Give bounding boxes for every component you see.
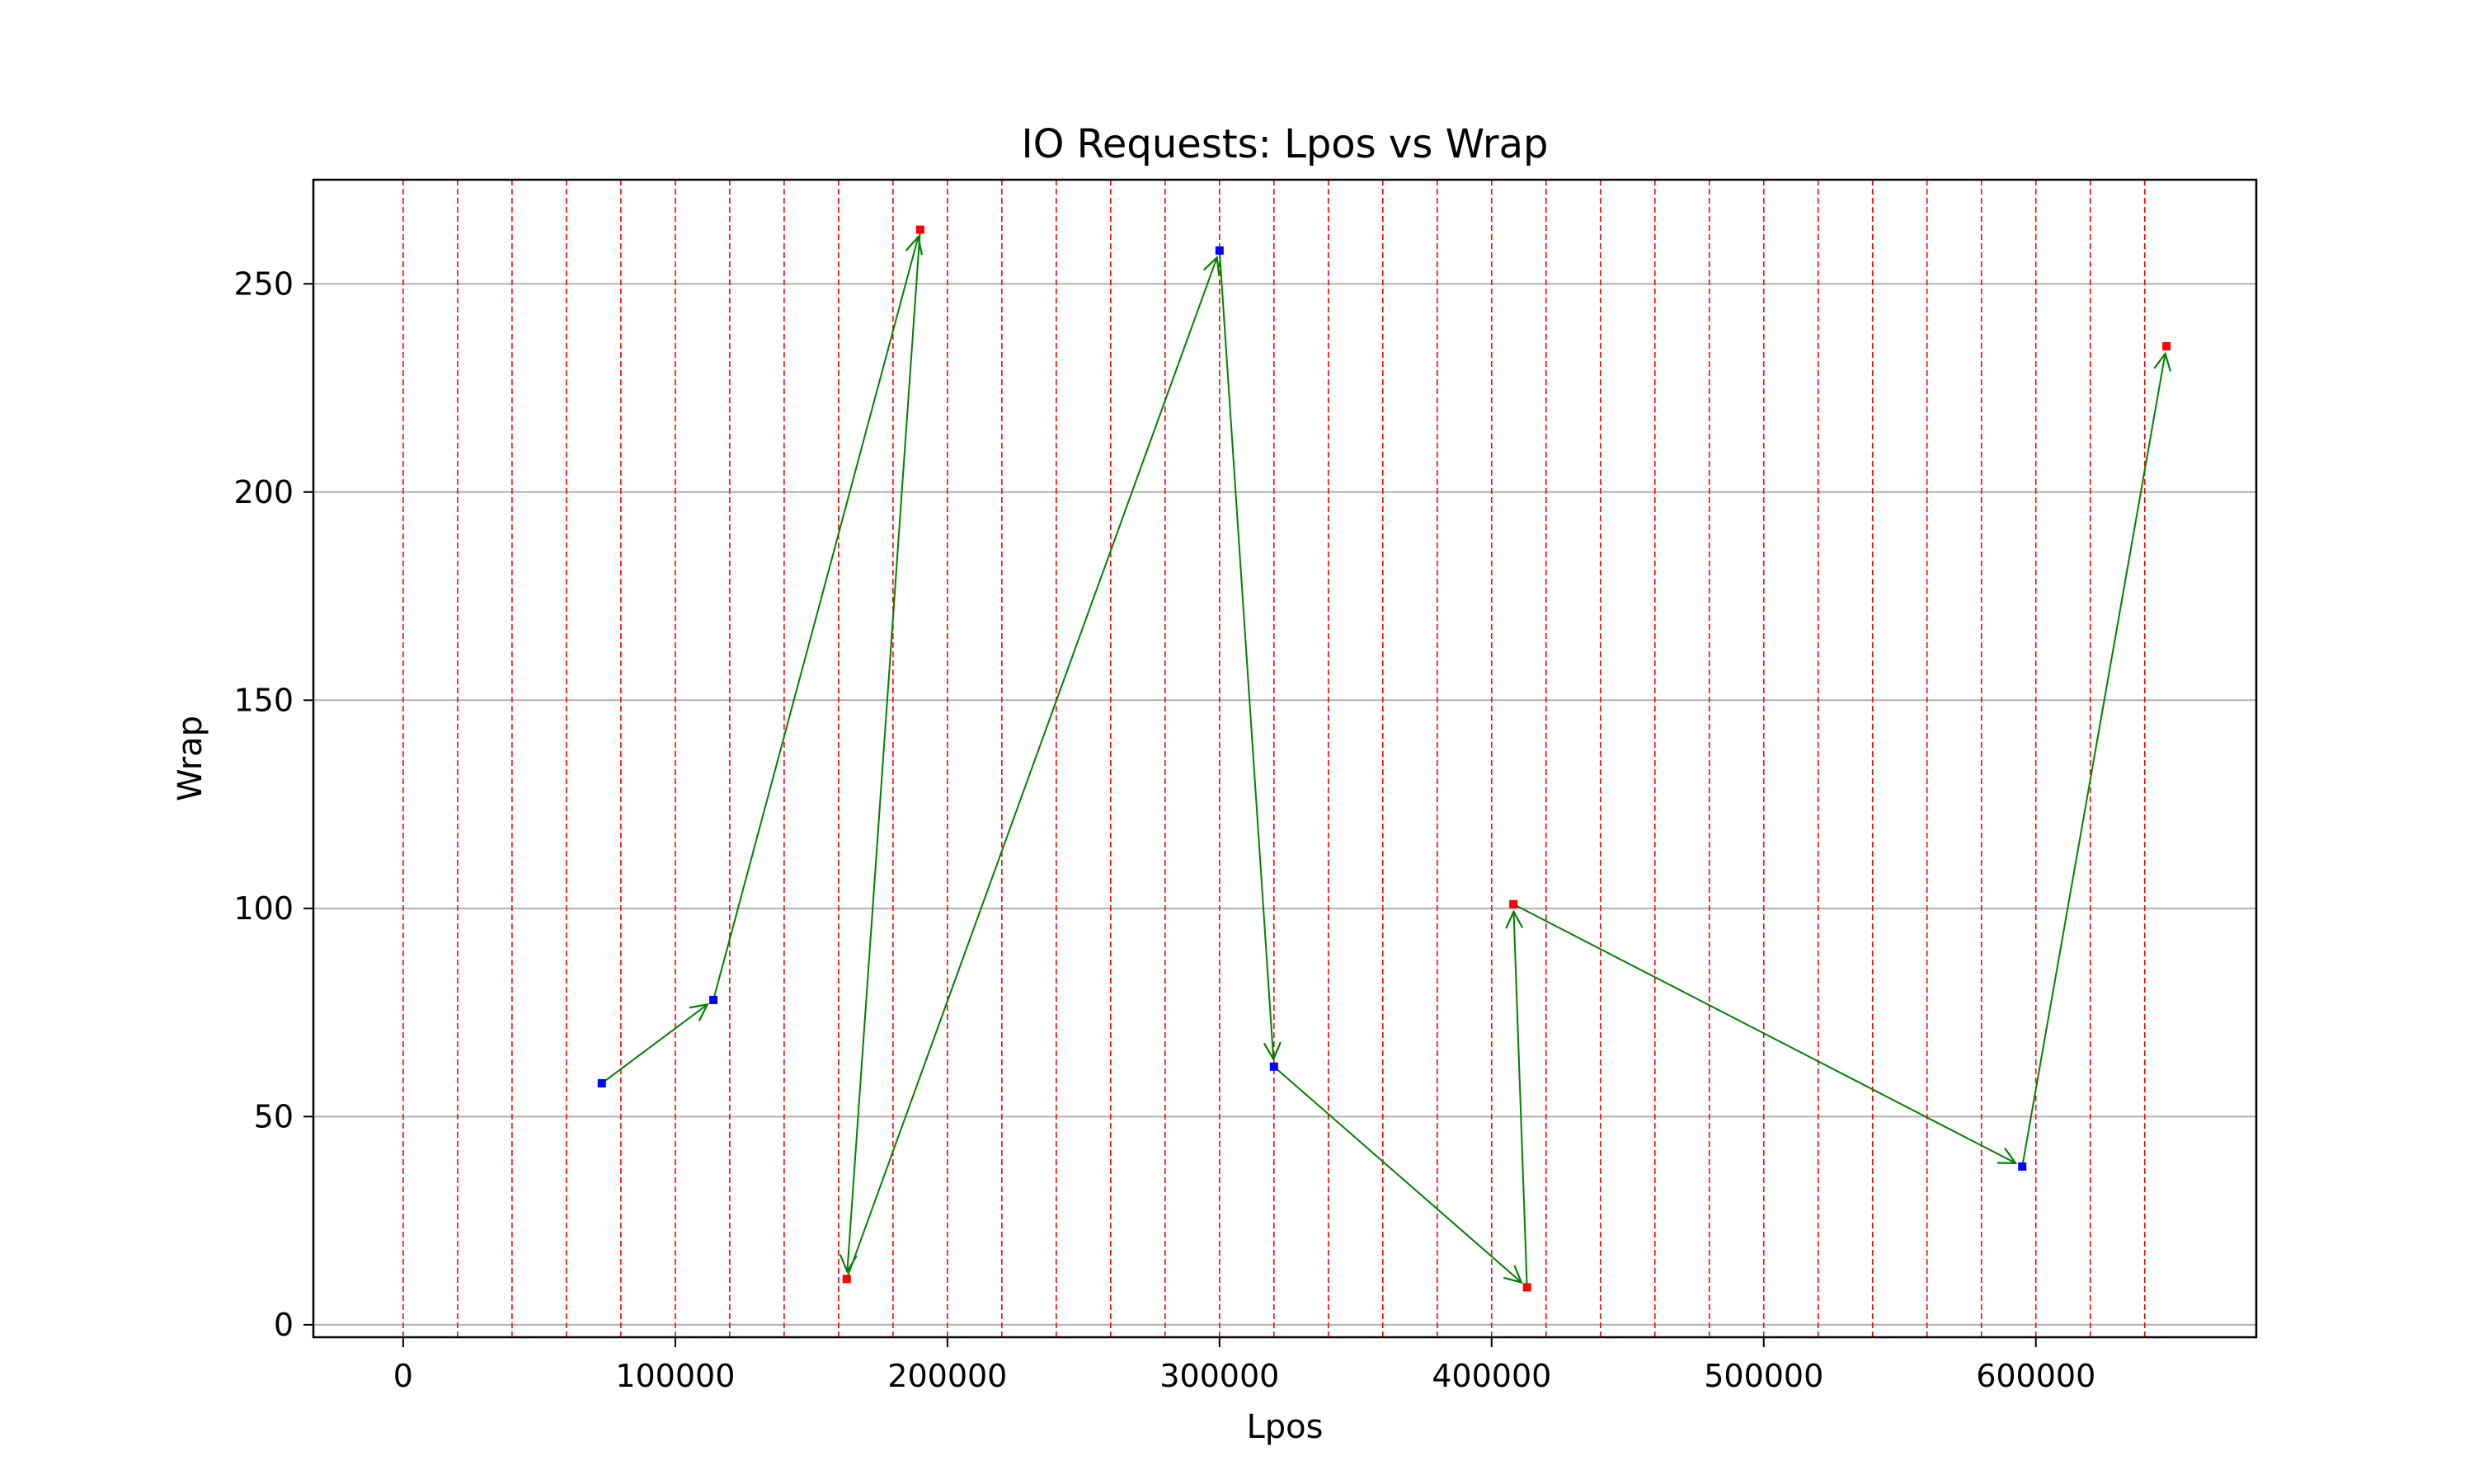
request-point-forward bbox=[1215, 246, 1224, 255]
x-tick-label: 500000 bbox=[1704, 1358, 1823, 1394]
request-point-forward bbox=[1269, 1062, 1278, 1071]
sequence-arrow bbox=[713, 237, 918, 1001]
y-tick-label: 0 bbox=[274, 1307, 294, 1343]
y-tick-label: 100 bbox=[233, 890, 294, 927]
horizontal-grid bbox=[313, 283, 2256, 1326]
plot-area bbox=[313, 180, 2256, 1337]
sequence-arrow bbox=[847, 229, 921, 1272]
x-tick-label: 300000 bbox=[1159, 1358, 1279, 1394]
request-point-forward bbox=[2018, 1162, 2027, 1171]
request-point-reverse bbox=[1522, 1283, 1531, 1292]
x-tick-label: 0 bbox=[393, 1358, 413, 1394]
plot-frame bbox=[312, 178, 2258, 1339]
request-point-reverse bbox=[2162, 342, 2171, 351]
y-axis-ticks: 0 50 100 150 200 250 bbox=[233, 265, 313, 1343]
sequence-arrow bbox=[2021, 354, 2165, 1167]
request-point-reverse bbox=[842, 1275, 851, 1284]
sequence-arrow bbox=[1218, 250, 1273, 1059]
y-axis-label: Wrap bbox=[172, 716, 209, 801]
x-tick-label: 600000 bbox=[1976, 1358, 2095, 1394]
request-point-forward bbox=[597, 1078, 606, 1087]
sequence-arrow bbox=[1273, 1065, 1522, 1283]
x-axis-label: Lpos bbox=[1247, 1408, 1324, 1446]
sequence-arrow bbox=[601, 1004, 708, 1084]
x-axis-ticks: 0 100000 200000 300000 400000 500000 600000 bbox=[393, 1337, 2095, 1394]
x-tick-label: 100000 bbox=[615, 1358, 735, 1394]
sequence-arrow bbox=[845, 257, 1217, 1280]
request-point-forward bbox=[709, 995, 718, 1004]
request-sequence-arrows bbox=[601, 229, 2166, 1288]
request-points bbox=[597, 225, 2171, 1292]
y-tick-label: 200 bbox=[233, 474, 294, 510]
sequence-arrow bbox=[1513, 912, 1528, 1288]
chart-title: IO Requests: Lpos vs Wrap bbox=[1021, 121, 1548, 167]
request-point-reverse bbox=[1509, 899, 1518, 909]
request-point-reverse bbox=[915, 225, 924, 234]
vertical-reference-lines bbox=[402, 180, 2146, 1337]
sequence-arrow bbox=[1512, 903, 2015, 1163]
y-tick-label: 50 bbox=[254, 1098, 294, 1134]
y-tick-label: 150 bbox=[233, 682, 294, 718]
x-tick-label: 400000 bbox=[1432, 1358, 1551, 1394]
x-tick-label: 200000 bbox=[887, 1358, 1007, 1394]
y-tick-label: 250 bbox=[233, 265, 294, 302]
